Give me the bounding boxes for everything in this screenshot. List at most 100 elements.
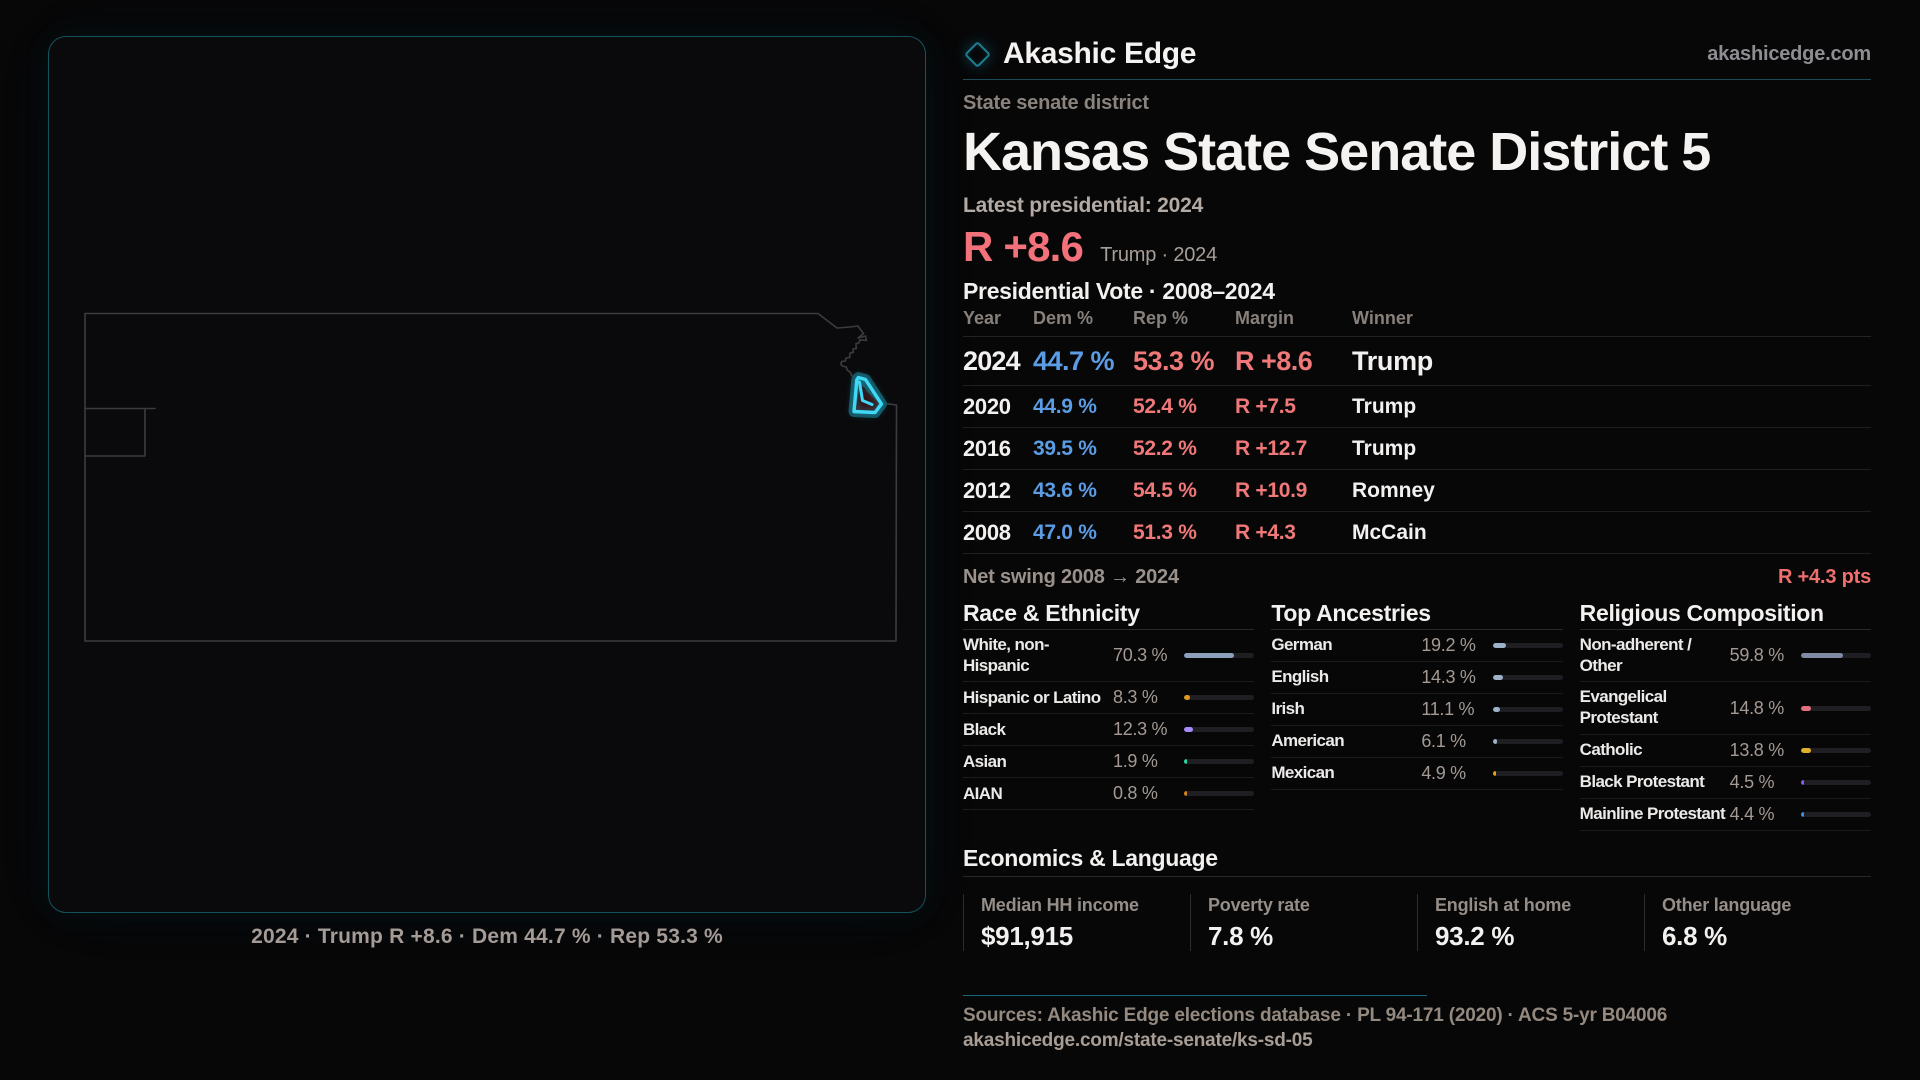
county-outline <box>84 407 156 457</box>
hero-margin-subtext: Trump · 2024 <box>1100 244 1218 266</box>
stat-value: 59.8 % <box>1729 645 1785 666</box>
econ-stat-label: Poverty rate <box>1208 894 1310 915</box>
cell-margin: R +7.5 <box>1235 394 1296 418</box>
cell-margin: R +8.6 <box>1235 345 1313 376</box>
section-title: Top Ancestries <box>1271 601 1563 630</box>
econ-stat: English at home 93.2 % <box>1417 893 1644 951</box>
map-panel <box>48 36 926 913</box>
stat-label: Hispanic or Latino <box>963 687 1101 707</box>
table-row[interactable]: 2016 39.5 % 52.2 % R +12.7 Trump <box>963 428 1871 470</box>
vote-table-title: Presidential Vote · 2008–2024 <box>963 278 1275 304</box>
district-shape[interactable] <box>848 372 887 418</box>
stat-row: Black Protestant 4.5 % <box>1579 767 1871 799</box>
section-title: Race & Ethnicity <box>963 601 1255 630</box>
stat-row: Irish 11.1 % <box>1271 694 1563 726</box>
stat-value: 6.1 % <box>1421 731 1466 751</box>
stat-bar <box>1184 759 1255 765</box>
demographics-grid: Race & Ethnicity White, non-Hispanic 70.… <box>963 601 1871 831</box>
econ-stat-value: 93.2 % <box>1435 920 1515 951</box>
ancestries-section: Top Ancestries German 19.2 % English 14.… <box>1271 601 1563 831</box>
stat-row: AIAN 0.8 % <box>963 778 1255 811</box>
table-row[interactable]: 2024 44.7 % 53.3 % R +8.6 Trump <box>963 337 1871 386</box>
map-caption: 2024 · Trump R +8.6 · Dem 44.7 % · Rep 5… <box>251 925 723 948</box>
kansas-district-map[interactable] <box>49 37 925 912</box>
stat-value: 4.4 % <box>1729 803 1775 824</box>
stat-bar <box>1184 791 1255 797</box>
stat-bar <box>1492 707 1563 712</box>
econ-stat-value: $91,915 <box>981 920 1073 951</box>
cell-rep: 52.4 % <box>1133 394 1197 418</box>
stat-row: Black 12.3 % <box>963 714 1255 747</box>
cell-year: 2016 <box>963 435 1011 461</box>
stat-label: White, non-Hispanic <box>963 635 1050 675</box>
stat-label: AIAN <box>963 783 1003 803</box>
section-title: Religious Composition <box>1579 601 1871 630</box>
stat-bar <box>1801 747 1871 753</box>
cell-winner: McCain <box>1352 520 1427 544</box>
econ-stat: Median HH income $91,915 <box>963 893 1190 951</box>
stat-label: American <box>1271 731 1345 751</box>
net-swing-label: Net swing 2008 → 2024 <box>963 566 1179 588</box>
stat-row: German 19.2 % <box>1271 630 1563 662</box>
stat-label: Mainline Protestant <box>1579 804 1726 824</box>
brand-domain[interactable]: akashicedge.com <box>1707 42 1871 65</box>
cell-winner: Romney <box>1352 478 1435 502</box>
stat-bar <box>1801 779 1871 785</box>
cell-year: 2020 <box>963 393 1011 419</box>
col-header-dem: Dem % <box>1033 308 1094 328</box>
stat-value: 19.2 % <box>1421 635 1476 655</box>
stat-label: German <box>1271 635 1332 655</box>
col-header-winner: Winner <box>1352 308 1413 328</box>
brand-name: Akashic Edge <box>1003 37 1197 70</box>
header: Akashic Edge akashicedge.com <box>963 34 1871 74</box>
econ-stat-value: 7.8 % <box>1208 920 1273 951</box>
col-header-rep: Rep % <box>1133 308 1189 328</box>
stat-row: English 14.3 % <box>1271 662 1563 694</box>
stat-label: Catholic <box>1579 740 1643 760</box>
race-ethnicity-section: Race & Ethnicity White, non-Hispanic 70.… <box>963 601 1255 831</box>
hero-margin-row: R +8.6 Trump · 2024 <box>963 225 1871 268</box>
table-row[interactable]: 2008 47.0 % 51.3 % R +4.3 McCain <box>963 512 1871 554</box>
econ-stat: Poverty rate 7.8 % <box>1190 893 1417 951</box>
stat-value: 4.5 % <box>1729 771 1775 792</box>
economics-grid: Median HH income $91,915 Poverty rate 7.… <box>963 893 1871 951</box>
cell-winner: Trump <box>1352 345 1434 376</box>
table-row[interactable]: 2012 43.6 % 54.5 % R +10.9 Romney <box>963 470 1871 512</box>
stat-label: Non-adherent / Other <box>1579 635 1692 675</box>
stat-value: 12.3 % <box>1113 719 1168 740</box>
stat-label: Black <box>963 719 1006 739</box>
cell-winner: Trump <box>1352 394 1417 418</box>
stat-value: 13.8 % <box>1729 739 1785 760</box>
eyebrow-label: State senate district <box>963 92 1149 114</box>
main-content: Akashic Edge akashicedge.com State senat… <box>963 0 1871 1052</box>
stat-value: 4.9 % <box>1421 763 1466 783</box>
stat-value: 70.3 % <box>1113 645 1168 666</box>
footer-divider <box>963 994 1427 996</box>
stat-bar <box>1492 739 1563 744</box>
stat-row: Non-adherent / Other 59.8 % <box>1579 630 1871 683</box>
cell-year: 2012 <box>963 477 1011 503</box>
stat-label: Irish <box>1271 699 1305 719</box>
stat-bar <box>1801 705 1871 711</box>
cell-rep: 51.3 % <box>1133 520 1197 544</box>
stat-bar <box>1184 695 1255 701</box>
stat-bar <box>1801 811 1871 817</box>
stat-row: Catholic 13.8 % <box>1579 735 1871 767</box>
vote-table: Year Dem % Rep % Margin Winner 2024 44.7… <box>963 308 1871 554</box>
col-header-year: Year <box>963 308 1002 328</box>
stat-bar <box>1184 653 1255 659</box>
cell-margin: R +10.9 <box>1235 478 1308 502</box>
footer-link[interactable]: akashicedge.com/state-senate/ks-sd-05 <box>963 1029 1313 1051</box>
econ-stat: Other language 6.8 % <box>1644 893 1871 951</box>
stat-label: Evangelical Protestant <box>1579 687 1668 728</box>
cell-rep: 53.3 % <box>1133 345 1215 376</box>
table-row[interactable]: 2020 44.9 % 52.4 % R +7.5 Trump <box>963 386 1871 428</box>
stat-label: Asian <box>963 751 1007 771</box>
stat-row: White, non-Hispanic 70.3 % <box>963 630 1255 683</box>
cell-year: 2024 <box>963 345 1021 376</box>
econ-stat-label: Other language <box>1662 894 1792 915</box>
stat-value: 8.3 % <box>1113 687 1158 708</box>
stat-bar <box>1801 653 1871 659</box>
cell-dem: 39.5 % <box>1033 436 1097 460</box>
state-outline <box>84 312 898 642</box>
